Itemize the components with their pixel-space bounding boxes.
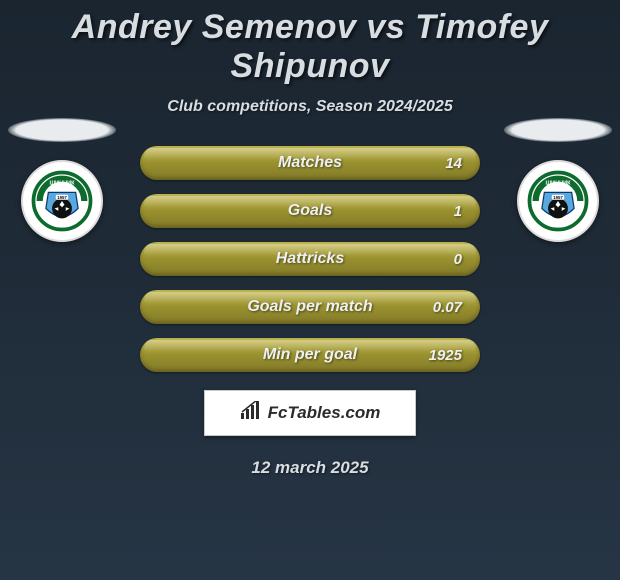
stat-value-right: 1925 bbox=[429, 347, 462, 364]
stat-label: Hattricks bbox=[276, 250, 344, 268]
stat-label: Min per goal bbox=[263, 346, 357, 364]
stat-row: Min per goal 1925 bbox=[140, 338, 480, 372]
stat-value-right: 14 bbox=[445, 155, 462, 172]
stat-label: Matches bbox=[278, 154, 342, 172]
stat-value-right: 1 bbox=[454, 203, 462, 220]
subtitle: Club competitions, Season 2024/2025 bbox=[0, 98, 620, 116]
brand-text: FcTables.com bbox=[268, 403, 381, 423]
date-text: 12 march 2025 bbox=[0, 458, 620, 478]
stat-row: Matches 14 bbox=[140, 146, 480, 180]
stat-row: Hattricks 0 bbox=[140, 242, 480, 276]
stat-row: Goals 1 bbox=[140, 194, 480, 228]
stat-label: Goals bbox=[288, 202, 332, 220]
chart-icon bbox=[240, 401, 262, 426]
brand-box[interactable]: FcTables.com bbox=[204, 390, 416, 436]
page-title: Andrey Semenov vs Timofey Shipunov bbox=[0, 8, 620, 86]
stat-value-right: 0 bbox=[454, 251, 462, 268]
stat-row: Goals per match 0.07 bbox=[140, 290, 480, 324]
stat-value-right: 0.07 bbox=[433, 299, 462, 316]
stat-label: Goals per match bbox=[247, 298, 372, 316]
stats-list: Matches 14 Goals 1 Hattricks 0 Goals per… bbox=[0, 146, 620, 372]
